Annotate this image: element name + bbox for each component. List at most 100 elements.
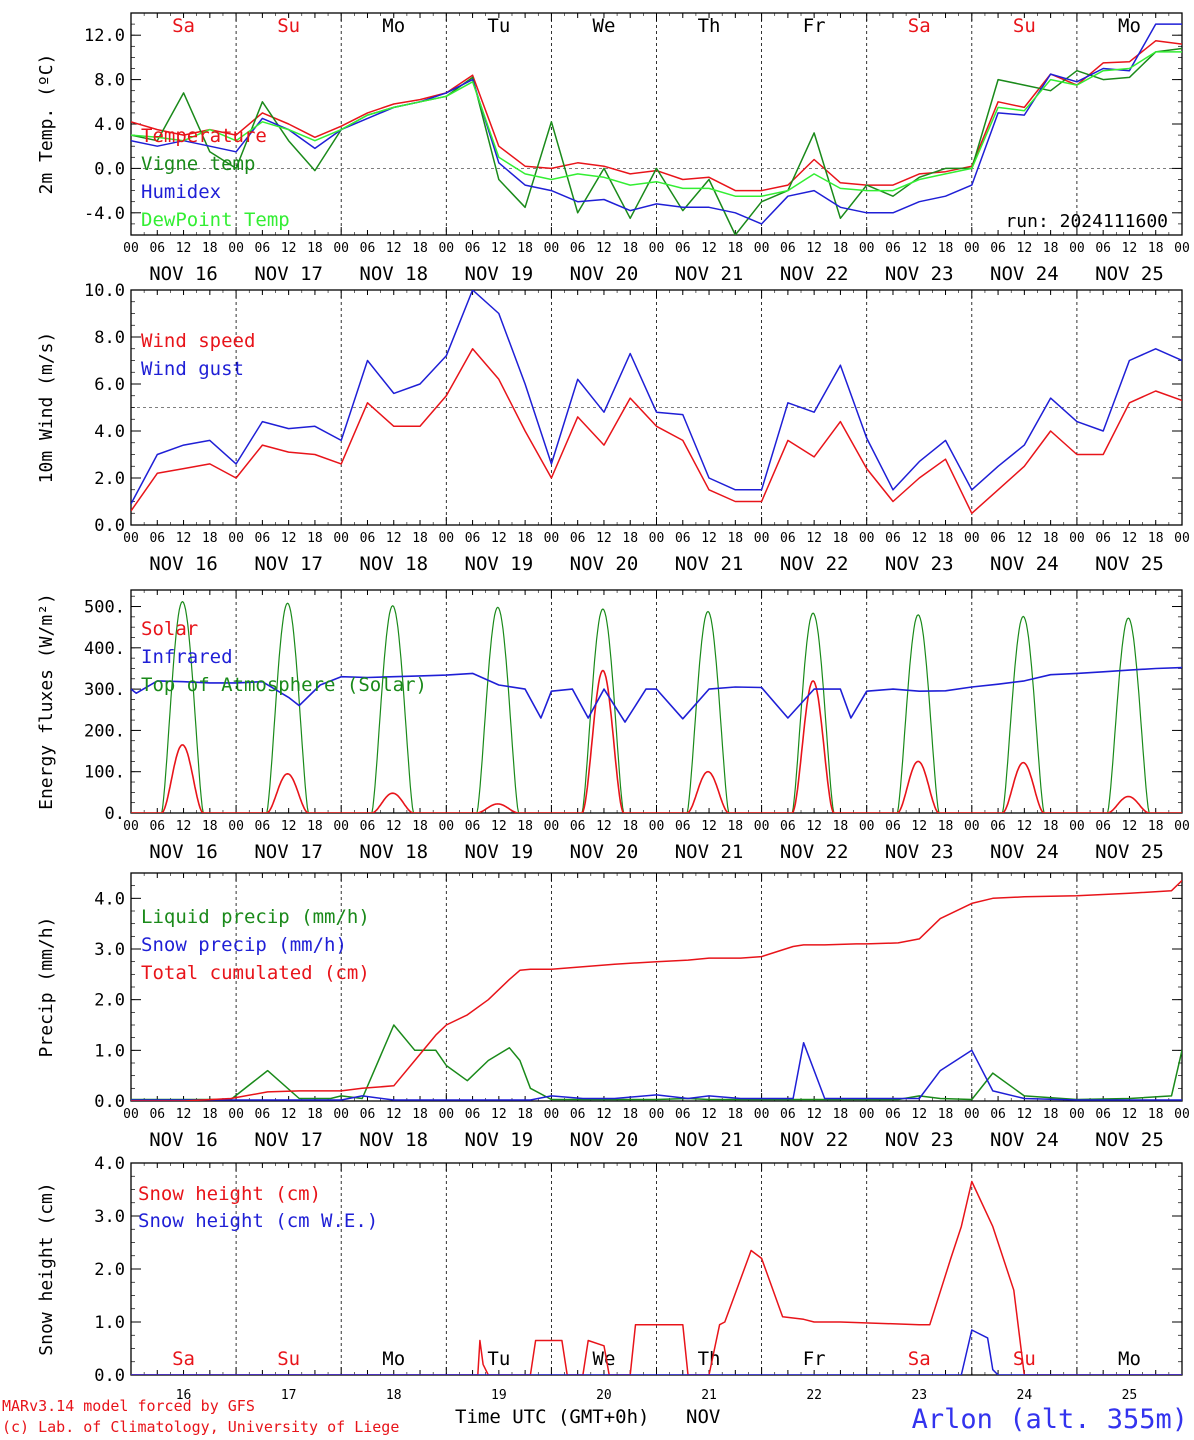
hour-tick-label: 12 [1017,819,1033,834]
hour-tick-label: 12 [491,1107,507,1122]
legend-entry: Infrared [141,646,233,668]
hour-tick-label: 12 [386,241,402,256]
y-tick-label: 1.0 [94,1313,125,1333]
day-number-label: 24 [1017,1388,1033,1403]
hour-tick-label: 00 [1069,531,1085,546]
series-vigne-temp [131,47,1182,235]
date-label: NOV 22 [780,841,849,863]
day-name-label: Su [277,15,300,37]
date-label: NOV 21 [675,841,744,863]
hour-tick-label: 00 [123,1107,139,1122]
hour-tick-label: 12 [386,531,402,546]
hour-tick-label: 06 [465,819,481,834]
date-label: NOV 19 [465,553,534,575]
hour-tick-label: 18 [517,819,533,834]
hour-tick-label: 18 [727,531,743,546]
date-label: NOV 20 [570,1129,639,1151]
chart-panel-5: 0.0 1.0 2.0 3.0 4.0 Snow height (cm) 16 17 18 19 2… [36,1154,1183,1403]
day-name-label: Su [1013,15,1036,37]
hour-tick-label: 00 [1069,1107,1085,1122]
hour-tick-label: 06 [149,531,165,546]
date-label: NOV 23 [885,553,954,575]
hour-tick-label: 12 [491,819,507,834]
series-group [131,23,1182,235]
hour-tick-label: 18 [622,531,638,546]
station-label: Arlon (alt. 355m) [912,1404,1188,1435]
hour-tick-label: 00 [228,819,244,834]
hour-tick-label: 12 [1122,1107,1138,1122]
hour-tick-label: 18 [833,241,849,256]
solar-series [131,669,1182,813]
time-axis-label: Time UTC (GMT+0h) [455,1406,649,1428]
hour-tick-label: 06 [990,531,1006,546]
date-label: NOV 20 [570,841,639,863]
y-tick-label: 3.0 [94,940,125,960]
date-label: NOV 18 [359,263,428,285]
hour-tick-label: 18 [833,819,849,834]
hour-tick-label: 00 [438,1107,454,1122]
series-temperature [131,40,1182,192]
hour-tick-label: 12 [1017,1107,1033,1122]
hour-tick-label: 06 [255,531,271,546]
legend-entry: Snow height (cm W.E.) [138,1210,378,1232]
y-axis-label: Precip (mm/h) [36,917,57,1058]
date-label: NOV 19 [465,841,534,863]
hour-tick-label: 00 [649,241,665,256]
hour-tick-label: 18 [1043,531,1059,546]
hour-tick-label: 12 [701,241,717,256]
hour-tick-label: 12 [176,531,192,546]
hour-tick-label: 12 [701,819,717,834]
hour-tick-label: 12 [176,819,192,834]
hour-tick-label: 00 [1174,819,1190,834]
y-tick-label: 4.0 [94,422,125,442]
day-number-label: 19 [491,1388,507,1403]
y-tick-label: 10.0 [84,281,125,301]
day-name-label: Sa [908,1348,931,1370]
hour-tick-label: 00 [754,819,770,834]
date-label: NOV 18 [359,1129,428,1151]
hour-tick-label: 06 [675,819,691,834]
hour-tick-label: 12 [911,1107,927,1122]
day-name-label: Sa [172,15,195,37]
hour-tick-label: 06 [885,819,901,834]
day-number-label: 22 [806,1388,822,1403]
hour-tick-label: 12 [281,241,297,256]
hour-tick-label: 18 [622,241,638,256]
hour-tick-label: 18 [938,819,954,834]
legend-entry: Temperature [141,125,267,147]
hour-tick-label: 06 [780,531,796,546]
y-tick-label: 0.0 [94,1366,125,1386]
day-name-label: Sa [172,1348,195,1370]
day-name-label: We [593,1348,616,1370]
hour-tick-label: 00 [1174,1107,1190,1122]
day-name-label: Th [698,15,721,37]
date-label: NOV 16 [149,1129,218,1151]
run-label: run: 2024111600 [1005,211,1168,232]
hour-tick-label: 06 [1095,819,1111,834]
hour-tick-label: 12 [596,1107,612,1122]
hour-tick-label: 18 [202,819,218,834]
y-tick-label: 0.0 [94,159,125,179]
hour-tick-label: 00 [333,1107,349,1122]
hour-tick-label: 06 [570,241,586,256]
hour-tick-label: 12 [1017,241,1033,256]
hour-tick-label: 06 [255,819,271,834]
hour-tick-label: 18 [412,819,428,834]
legend-entry: Wind speed [141,330,255,352]
hour-tick-label: 00 [1069,819,1085,834]
y-tick-label: 100. [84,763,125,783]
hour-tick-label: 06 [990,241,1006,256]
hour-tick-label: 12 [281,819,297,834]
hour-tick-label: 00 [438,241,454,256]
legend-entry: Snow precip (mm/h) [141,934,347,956]
hour-tick-label: 06 [570,531,586,546]
date-label: NOV 17 [254,841,323,863]
date-label: NOV 25 [1095,841,1164,863]
hour-tick-label: 00 [859,241,875,256]
hour-tick-label: 18 [727,819,743,834]
day-number-label: 18 [386,1388,402,1403]
hour-tick-label: 06 [780,1107,796,1122]
hour-tick-label: 00 [544,531,560,546]
y-axis-label: Energy fluxes (W/m²) [36,593,57,810]
